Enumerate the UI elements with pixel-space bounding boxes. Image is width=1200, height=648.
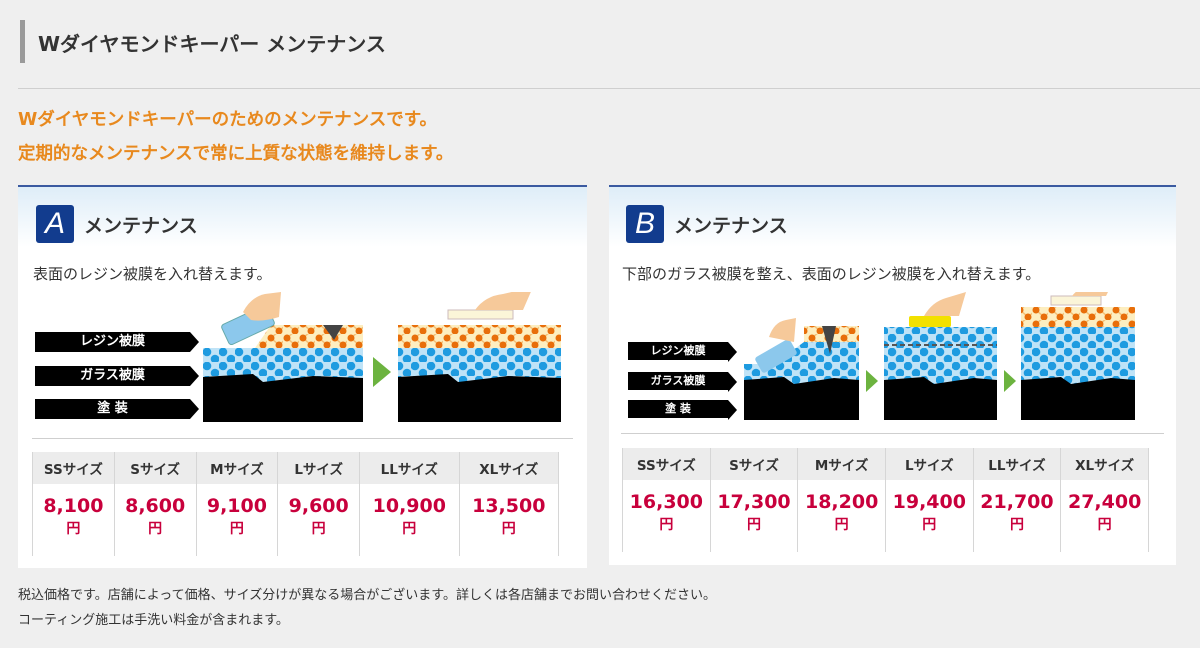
maintenance-b-illustration — [744, 292, 1135, 420]
after-diagram — [398, 292, 561, 422]
badge-b: B — [626, 205, 664, 243]
lead-text-2: 定期的なメンテナンスで常に上質な状態を維持します。 — [18, 144, 454, 164]
lead-text-1: Wダイヤモンドキーパーのためのメンテナンスです。 — [18, 110, 438, 130]
price-cell: 16,300 円 — [622, 480, 711, 552]
maintenance-a-illustration — [203, 292, 561, 422]
price-cell: 9,600 円 — [277, 484, 361, 556]
size-header: Lサイズ — [884, 448, 974, 480]
panel-b-divider — [621, 433, 1164, 434]
size-header: XLサイズ — [1060, 448, 1149, 480]
price-cell: 9,100 円 — [195, 484, 279, 556]
layer-label-paint: 塗 装 — [35, 399, 199, 419]
size-header: Mサイズ — [195, 452, 279, 484]
page-title: Wダイヤモンドキーパー メンテナンス — [38, 32, 386, 56]
size-header: SSサイズ — [622, 448, 711, 480]
price-cell: 13,500 円 — [458, 484, 560, 556]
price-cell: 21,700 円 — [972, 480, 1062, 552]
step1-diagram — [744, 318, 859, 420]
price-cell: 18,200 円 — [797, 480, 886, 552]
panel-a-price-table: SSサイズ Sサイズ Mサイズ Lサイズ LLサイズ XLサイズ 8,100 円 … — [32, 452, 560, 556]
price-cell: 27,400 円 — [1060, 480, 1149, 552]
size-header: LLサイズ — [972, 448, 1062, 480]
panel-b-title: メンテナンス — [674, 215, 788, 237]
panel-a-divider — [32, 438, 573, 439]
size-header: SSサイズ — [32, 452, 115, 484]
panel-a-description: 表面のレジン被膜を入れ替えます。 — [33, 265, 272, 283]
divider — [18, 88, 1200, 89]
maintenance-a-panel: A メンテナンス 表面のレジン被膜を入れ替えます。 レジン被膜 ガラス被膜 塗 … — [18, 185, 587, 568]
badge-a: A — [36, 205, 74, 243]
layer-label-glass: ガラス被膜 — [35, 366, 199, 386]
arrow-icon — [373, 357, 391, 387]
panel-b-price-table: SSサイズ Sサイズ Mサイズ Lサイズ LLサイズ XLサイズ 16,300 円… — [622, 448, 1149, 552]
size-header: Sサイズ — [709, 448, 799, 480]
maintenance-b-panel: B メンテナンス 下部のガラス被膜を整え、表面のレジン被膜を入れ替えます。 レジ… — [609, 185, 1176, 565]
panel-b-description: 下部のガラス被膜を整え、表面のレジン被膜を入れ替えます。 — [622, 265, 1041, 283]
tax-note: 税込価格です。店舗によって価格、サイズ分けが異なる場合がございます。詳しくは各店… — [18, 588, 716, 603]
layer-label-paint: 塗 装 — [628, 400, 737, 420]
wash-note: コーティング施工は手洗い料金が含まれます。 — [18, 613, 289, 628]
size-header: XLサイズ — [458, 452, 560, 484]
step2-diagram — [884, 292, 997, 420]
step3-diagram — [1021, 292, 1135, 420]
price-cell: 8,100 円 — [32, 484, 115, 556]
price-cell: 19,400 円 — [884, 480, 974, 552]
layer-label-resin: レジン被膜 — [35, 332, 199, 352]
title-accent-bar — [20, 20, 25, 63]
size-header: Lサイズ — [277, 452, 361, 484]
arrow-icon — [866, 370, 878, 392]
panel-a-title: メンテナンス — [84, 215, 198, 237]
size-header: Sサイズ — [113, 452, 197, 484]
price-cell: 8,600 円 — [113, 484, 197, 556]
price-cell: 10,900 円 — [359, 484, 460, 556]
size-header: Mサイズ — [797, 448, 886, 480]
layer-label-glass: ガラス被膜 — [628, 372, 737, 392]
arrow-icon — [1004, 370, 1016, 392]
layer-label-resin: レジン被膜 — [628, 342, 737, 362]
price-cell: 17,300 円 — [709, 480, 799, 552]
before-diagram — [203, 292, 363, 422]
size-header: LLサイズ — [359, 452, 460, 484]
